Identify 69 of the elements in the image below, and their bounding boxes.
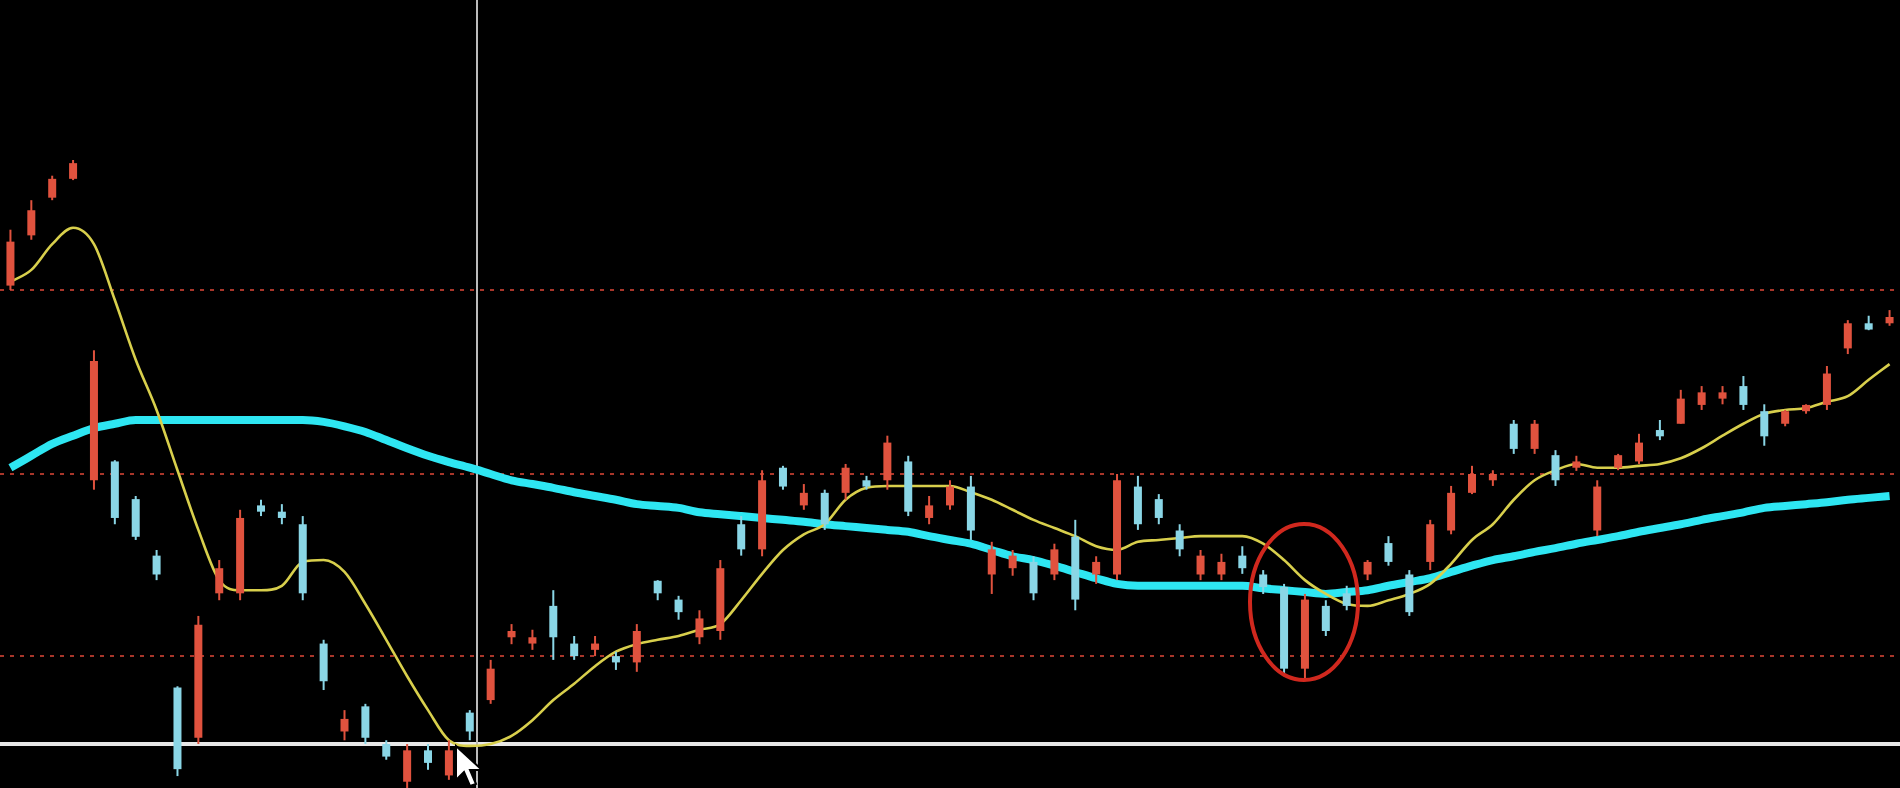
candlestick — [1718, 385, 1727, 406]
candlestick — [1426, 518, 1435, 572]
candlestick — [820, 488, 829, 531]
candlestick — [778, 464, 787, 491]
candlestick — [48, 174, 57, 202]
candlestick — [1259, 569, 1268, 595]
candlestick — [1175, 523, 1184, 558]
candlestick — [946, 479, 954, 511]
candlestick — [319, 638, 328, 692]
candlestick — [361, 702, 370, 746]
candlestick — [382, 739, 391, 761]
candlestick — [507, 623, 516, 646]
candlestick — [444, 739, 453, 781]
candlestick — [27, 199, 36, 241]
candlestick — [486, 658, 495, 705]
candlestick — [987, 540, 996, 595]
candlestick — [1551, 449, 1560, 487]
candlestick — [841, 462, 850, 501]
candlestick — [1363, 559, 1372, 582]
candlestick — [674, 594, 683, 621]
candlestick — [69, 159, 78, 182]
candlestick — [1509, 418, 1518, 455]
candlestick — [925, 494, 934, 526]
candlestick — [1384, 535, 1393, 567]
candlestick — [1342, 584, 1351, 612]
candlestick — [1050, 542, 1059, 582]
candlestick — [1530, 418, 1539, 455]
candlestick — [528, 628, 537, 651]
candlestick — [131, 494, 140, 541]
candlestick — [424, 743, 433, 771]
candlestick — [1008, 548, 1017, 577]
candlestick — [611, 650, 620, 671]
candlestick — [1238, 545, 1247, 575]
candlestick — [152, 548, 161, 582]
candlestick — [1697, 385, 1706, 411]
candlestick — [1760, 403, 1769, 447]
candlestick — [215, 559, 224, 602]
candlestick — [966, 474, 975, 541]
candlestick — [695, 609, 704, 646]
candlestick — [6, 228, 15, 291]
candlestick — [1321, 599, 1330, 638]
candlestick — [1635, 432, 1644, 465]
candlestick — [465, 709, 474, 742]
candlestick — [1843, 319, 1852, 356]
candlestick — [1196, 548, 1205, 582]
candlestick — [1676, 388, 1685, 425]
candlestick — [591, 635, 600, 658]
candlestick — [1822, 364, 1831, 411]
candlestick — [570, 635, 579, 661]
candlestick — [632, 623, 641, 673]
candlestick — [1739, 375, 1748, 411]
candlestick — [653, 579, 662, 602]
candlestick — [1593, 479, 1602, 538]
candlestick — [799, 483, 808, 511]
candlestick — [1133, 474, 1142, 531]
candlestick — [1405, 569, 1414, 617]
candlestick — [1154, 493, 1163, 526]
candlestick — [403, 743, 412, 788]
candlestick — [883, 434, 892, 491]
candlestick — [1029, 555, 1038, 602]
candlestick — [277, 503, 286, 526]
candlestick — [1092, 555, 1101, 585]
candlestick — [1467, 464, 1476, 496]
candlestick — [737, 515, 746, 557]
candlestick — [340, 709, 349, 742]
candlestick — [549, 589, 558, 661]
candlestick — [1217, 552, 1226, 582]
candlestick — [1655, 418, 1664, 442]
candlestick — [1447, 484, 1456, 536]
